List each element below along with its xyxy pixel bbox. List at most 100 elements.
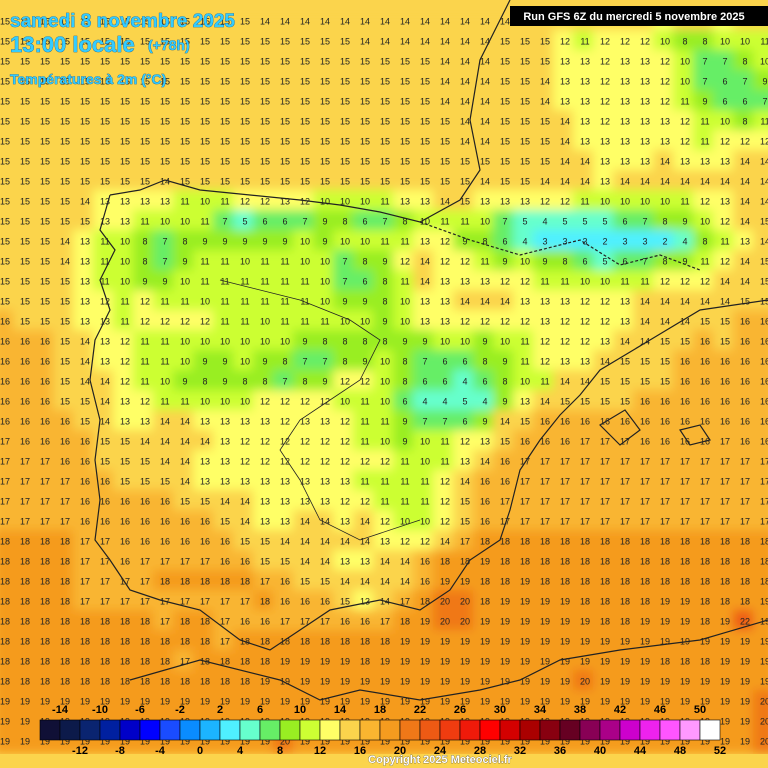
temperature-value: 7 xyxy=(722,56,727,66)
temperature-value: 12 xyxy=(640,36,650,46)
temperature-value: 12 xyxy=(660,76,670,86)
temperature-value: 7 xyxy=(322,356,327,366)
temperature-value: 14 xyxy=(700,176,710,186)
temperature-value: 17 xyxy=(60,476,70,486)
temperature-value: 17 xyxy=(20,496,30,506)
temperature-value: 8 xyxy=(262,376,267,386)
temperature-value: 10 xyxy=(460,336,470,346)
temperature-value: 14 xyxy=(180,436,190,446)
temperature-value: 18 xyxy=(100,676,110,686)
temperature-value: 12 xyxy=(460,436,470,446)
temperature-value: 19 xyxy=(640,616,650,626)
temperature-value: 11 xyxy=(580,36,589,46)
temperature-value: 10 xyxy=(520,256,530,266)
temperature-value: 18 xyxy=(340,636,350,646)
scale-label: 8 xyxy=(277,745,283,757)
temperature-value: 19 xyxy=(520,696,530,706)
temperature-value: 14 xyxy=(480,96,490,106)
temperature-value: 10 xyxy=(680,76,690,86)
scale-label: 46 xyxy=(654,704,666,716)
temperature-value: 14 xyxy=(500,296,510,306)
temperature-value: 15 xyxy=(660,376,670,386)
temperature-value: 10 xyxy=(380,376,390,386)
temperature-value: 15 xyxy=(40,256,50,266)
temperature-value: 17 xyxy=(60,516,70,526)
temperature-value: 15 xyxy=(460,516,470,526)
temperature-value: 15 xyxy=(60,156,70,166)
scale-box xyxy=(259,719,281,741)
temperature-value: 18 xyxy=(160,676,170,686)
temperature-value: 9 xyxy=(402,416,407,426)
temperature-value: 18 xyxy=(700,656,710,666)
temperature-value: 11 xyxy=(240,316,249,326)
temperature-value: 12 xyxy=(420,536,430,546)
temperature-value: 19 xyxy=(280,656,290,666)
temperature-value: 19 xyxy=(660,676,670,686)
temperature-value: 15 xyxy=(180,116,190,126)
temperature-value: 6 xyxy=(442,356,447,366)
temperature-value: 16 xyxy=(760,396,768,406)
temperature-value: 16 xyxy=(80,436,90,446)
temperature-value: 15 xyxy=(40,236,50,246)
temperature-value: 13 xyxy=(260,516,270,526)
temperature-value: 11 xyxy=(280,276,289,286)
temperature-value: 14 xyxy=(540,176,550,186)
temperature-value: 13 xyxy=(320,496,330,506)
temperature-value: 14 xyxy=(160,416,170,426)
temperature-value: 13 xyxy=(620,296,630,306)
map-date: samedi 8 novembre 2025 xyxy=(10,11,235,32)
temperature-value: 18 xyxy=(120,656,130,666)
temperature-value: 17 xyxy=(0,456,10,466)
temperature-value: 19 xyxy=(660,616,670,626)
temperature-value: 11 xyxy=(200,256,209,266)
temperature-value: 17 xyxy=(140,556,150,566)
temperature-value: 19 xyxy=(320,656,330,666)
temperature-value: 11 xyxy=(160,336,169,346)
temperature-value: 16 xyxy=(760,416,768,426)
temperature-value: 19 xyxy=(560,636,570,646)
temperature-value: 15 xyxy=(260,136,270,146)
temperature-value: 16 xyxy=(40,356,50,366)
temperature-value: 17 xyxy=(580,456,590,466)
temperature-value: 15 xyxy=(60,96,70,106)
temperature-value: 13 xyxy=(120,396,130,406)
temperature-value: 18 xyxy=(720,536,730,546)
temperature-value: 11 xyxy=(400,476,409,486)
temperature-value: 7 xyxy=(302,356,307,366)
temperature-value: 12 xyxy=(540,196,550,206)
scale-label: 22 xyxy=(414,704,426,716)
temperature-cell xyxy=(0,250,17,274)
temperature-value: 18 xyxy=(80,676,90,686)
temperature-value: 18 xyxy=(60,636,70,646)
temperature-value: 19 xyxy=(420,616,430,626)
temperature-value: 18 xyxy=(660,556,670,566)
temperature-value: 15 xyxy=(300,36,310,46)
temperature-value: 11 xyxy=(220,196,229,206)
temperature-value: 14 xyxy=(560,376,570,386)
temperature-value: 15 xyxy=(100,116,110,126)
temperature-value: 15 xyxy=(280,116,290,126)
temperature-value: 7 xyxy=(342,276,347,286)
temperature-value: 15 xyxy=(20,116,30,126)
temperature-value: 18 xyxy=(200,676,210,686)
temperature-value: 14 xyxy=(320,516,330,526)
temperature-value: 13 xyxy=(560,96,570,106)
temperature-value: 12 xyxy=(340,376,350,386)
temperature-value: 15 xyxy=(180,56,190,66)
temperature-value: 19 xyxy=(360,676,370,686)
temperature-value: 19 xyxy=(620,636,630,646)
temperature-value: 12 xyxy=(540,356,550,366)
temperature-value: 6 xyxy=(362,216,367,226)
temperature-value: 15 xyxy=(180,136,190,146)
temperature-value: 19 xyxy=(440,676,450,686)
temperature-value: 19 xyxy=(420,656,430,666)
temperature-value: 15 xyxy=(600,396,610,406)
temperature-value: 10 xyxy=(380,356,390,366)
scale-box xyxy=(179,719,201,741)
temperature-value: 10 xyxy=(380,396,390,406)
temperature-value: 12 xyxy=(680,276,690,286)
temperature-value: 18 xyxy=(640,556,650,566)
temperature-value: 16 xyxy=(220,556,230,566)
temperature-value: 12 xyxy=(140,296,150,306)
temperature-value: 13 xyxy=(120,216,130,226)
